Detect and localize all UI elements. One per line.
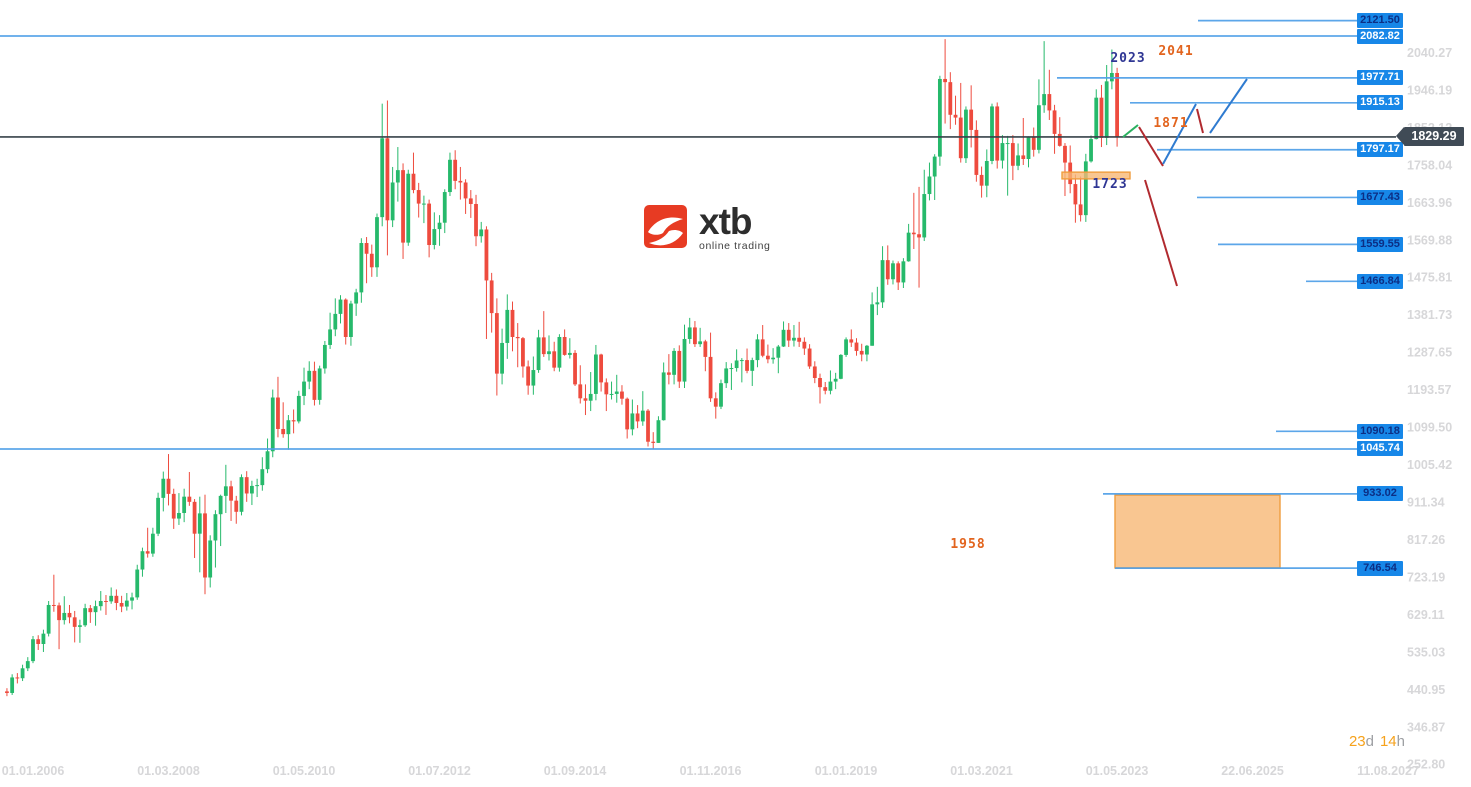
price-level-badge[interactable]: 1977.71 — [1357, 70, 1403, 86]
svg-text:01.03.2021: 01.03.2021 — [950, 764, 1013, 778]
price-level-badge[interactable]: 1677.43 — [1357, 189, 1403, 205]
svg-text:440.95: 440.95 — [1407, 683, 1445, 697]
svg-text:1946.19: 1946.19 — [1407, 83, 1452, 97]
svg-text:1569.88: 1569.88 — [1407, 233, 1452, 247]
price-level-badge[interactable]: 746.54 — [1357, 560, 1403, 576]
svg-text:1958: 1958 — [950, 537, 985, 552]
candles-layer — [5, 39, 1119, 697]
supply-demand-zones[interactable] — [1061, 171, 1281, 569]
price-level-badge[interactable]: 933.02 — [1357, 486, 1403, 502]
svg-text:723.19: 723.19 — [1407, 570, 1445, 584]
countdown-days: 23 — [1348, 733, 1366, 750]
svg-text:1475.81: 1475.81 — [1407, 271, 1452, 285]
svg-text:1723: 1723 — [1092, 177, 1127, 192]
price-level-badge[interactable]: 1797.17 — [1357, 142, 1403, 158]
svg-text:1381.73: 1381.73 — [1407, 308, 1452, 322]
svg-text:22.06.2025: 22.06.2025 — [1221, 764, 1284, 778]
svg-text:1287.65: 1287.65 — [1407, 346, 1452, 360]
countdown-hours: 14 — [1379, 733, 1397, 750]
svg-text:1193.57: 1193.57 — [1407, 383, 1452, 397]
time-scale[interactable]: 01.01.2006 01.03.2008 01.05.2010 01.07.2012… — [2, 764, 1419, 778]
svg-text:1758.04: 1758.04 — [1407, 158, 1452, 172]
svg-text:252.80: 252.80 — [1407, 758, 1445, 772]
svg-text:01.01.2019: 01.01.2019 — [815, 764, 878, 778]
svg-text:1871: 1871 — [1153, 116, 1188, 131]
countdown-hours-unit: h — [1396, 733, 1405, 750]
svg-text:01.05.2010: 01.05.2010 — [273, 764, 336, 778]
svg-text:2040.27: 2040.27 — [1407, 46, 1452, 60]
logo-brand-text: xtb — [699, 201, 753, 242]
svg-text:2023: 2023 — [1110, 51, 1145, 66]
svg-text:01.07.2012: 01.07.2012 — [408, 764, 471, 778]
svg-text:911.34: 911.34 — [1407, 496, 1445, 510]
svg-text:629.11: 629.11 — [1407, 608, 1445, 622]
svg-text:1005.42: 1005.42 — [1407, 458, 1452, 472]
svg-text:1663.96: 1663.96 — [1407, 196, 1452, 210]
price-level-badge[interactable]: 2121.50 — [1357, 13, 1403, 29]
countdown-days-unit: d — [1365, 733, 1374, 750]
xtb-logo-icon — [644, 205, 687, 248]
price-scale[interactable]: 2040.271946.191852.121758.041663.961569.… — [1407, 46, 1452, 772]
price-level-badge[interactable]: 1915.13 — [1357, 95, 1403, 111]
svg-text:2041: 2041 — [1158, 44, 1193, 59]
price-level-badge[interactable]: 1466.84 — [1357, 273, 1403, 289]
svg-text:01.01.2006: 01.01.2006 — [2, 764, 65, 778]
svg-text:1099.50: 1099.50 — [1407, 421, 1452, 435]
price-level-badge[interactable]: 2082.82 — [1357, 28, 1403, 44]
svg-text:535.03: 535.03 — [1407, 645, 1445, 659]
price-level-badge[interactable]: 1559.55 — [1357, 236, 1403, 252]
logo-tagline-text: online trading — [699, 240, 771, 252]
price-level-badge[interactable]: 1090.18 — [1357, 423, 1403, 439]
svg-text:01.11.2016: 01.11.2016 — [680, 764, 742, 778]
logo-text: xtb online trading — [699, 201, 771, 252]
svg-text:01.03.2008: 01.03.2008 — [137, 764, 200, 778]
price-level-badge[interactable]: 1045.74 — [1357, 441, 1403, 457]
trend-lines[interactable] — [1122, 78, 1248, 287]
xtb-watermark: xtb online trading — [644, 201, 771, 252]
svg-text:817.26: 817.26 — [1407, 533, 1445, 547]
svg-text:346.87: 346.87 — [1407, 720, 1445, 734]
svg-text:01.09.2014: 01.09.2014 — [544, 764, 607, 778]
price-level-lines[interactable] — [0, 19, 1357, 569]
svg-text:11.08.2027: 11.08.2027 — [1357, 764, 1419, 778]
svg-text:01.05.2023: 01.05.2023 — [1086, 764, 1149, 778]
current-price-badge[interactable]: 1829.29 — [1396, 127, 1464, 147]
chart-annotations: 2023 2041 1871 1723 1958 — [950, 44, 1193, 552]
bar-close-countdown: 23d 14h — [1349, 733, 1405, 751]
